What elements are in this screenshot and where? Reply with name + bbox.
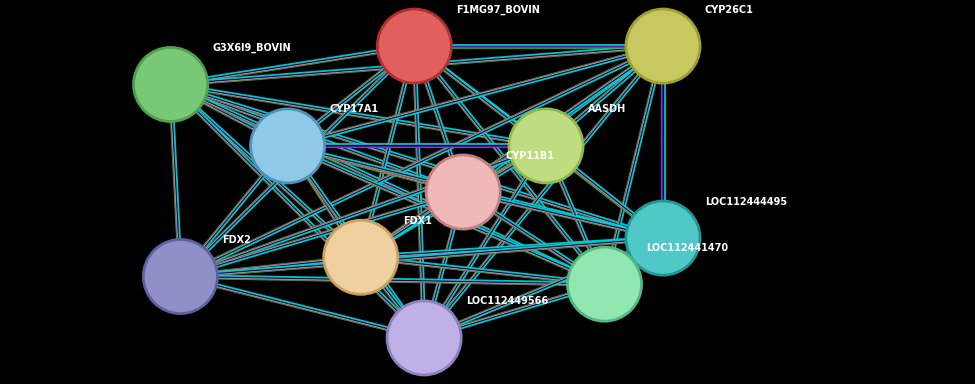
Ellipse shape	[387, 301, 461, 375]
Text: FDX2: FDX2	[222, 235, 252, 245]
Text: LOC112441470: LOC112441470	[646, 243, 728, 253]
Text: LOC112444495: LOC112444495	[705, 197, 787, 207]
Text: LOC112449566: LOC112449566	[466, 296, 548, 306]
Ellipse shape	[426, 155, 500, 229]
Ellipse shape	[324, 220, 398, 294]
Text: F1MG97_BOVIN: F1MG97_BOVIN	[456, 4, 540, 15]
Ellipse shape	[626, 9, 700, 83]
Ellipse shape	[143, 240, 217, 313]
Text: AASDH: AASDH	[588, 104, 626, 114]
Ellipse shape	[134, 48, 208, 121]
Ellipse shape	[377, 9, 451, 83]
Ellipse shape	[509, 109, 583, 183]
Ellipse shape	[567, 247, 642, 321]
Text: FDX1: FDX1	[403, 216, 432, 226]
Text: CYP17A1: CYP17A1	[330, 104, 378, 114]
Text: CYP11B1: CYP11B1	[505, 151, 554, 161]
Text: CYP26C1: CYP26C1	[705, 5, 754, 15]
Ellipse shape	[626, 201, 700, 275]
Text: G3X6I9_BOVIN: G3X6I9_BOVIN	[213, 43, 292, 53]
Ellipse shape	[251, 109, 325, 183]
